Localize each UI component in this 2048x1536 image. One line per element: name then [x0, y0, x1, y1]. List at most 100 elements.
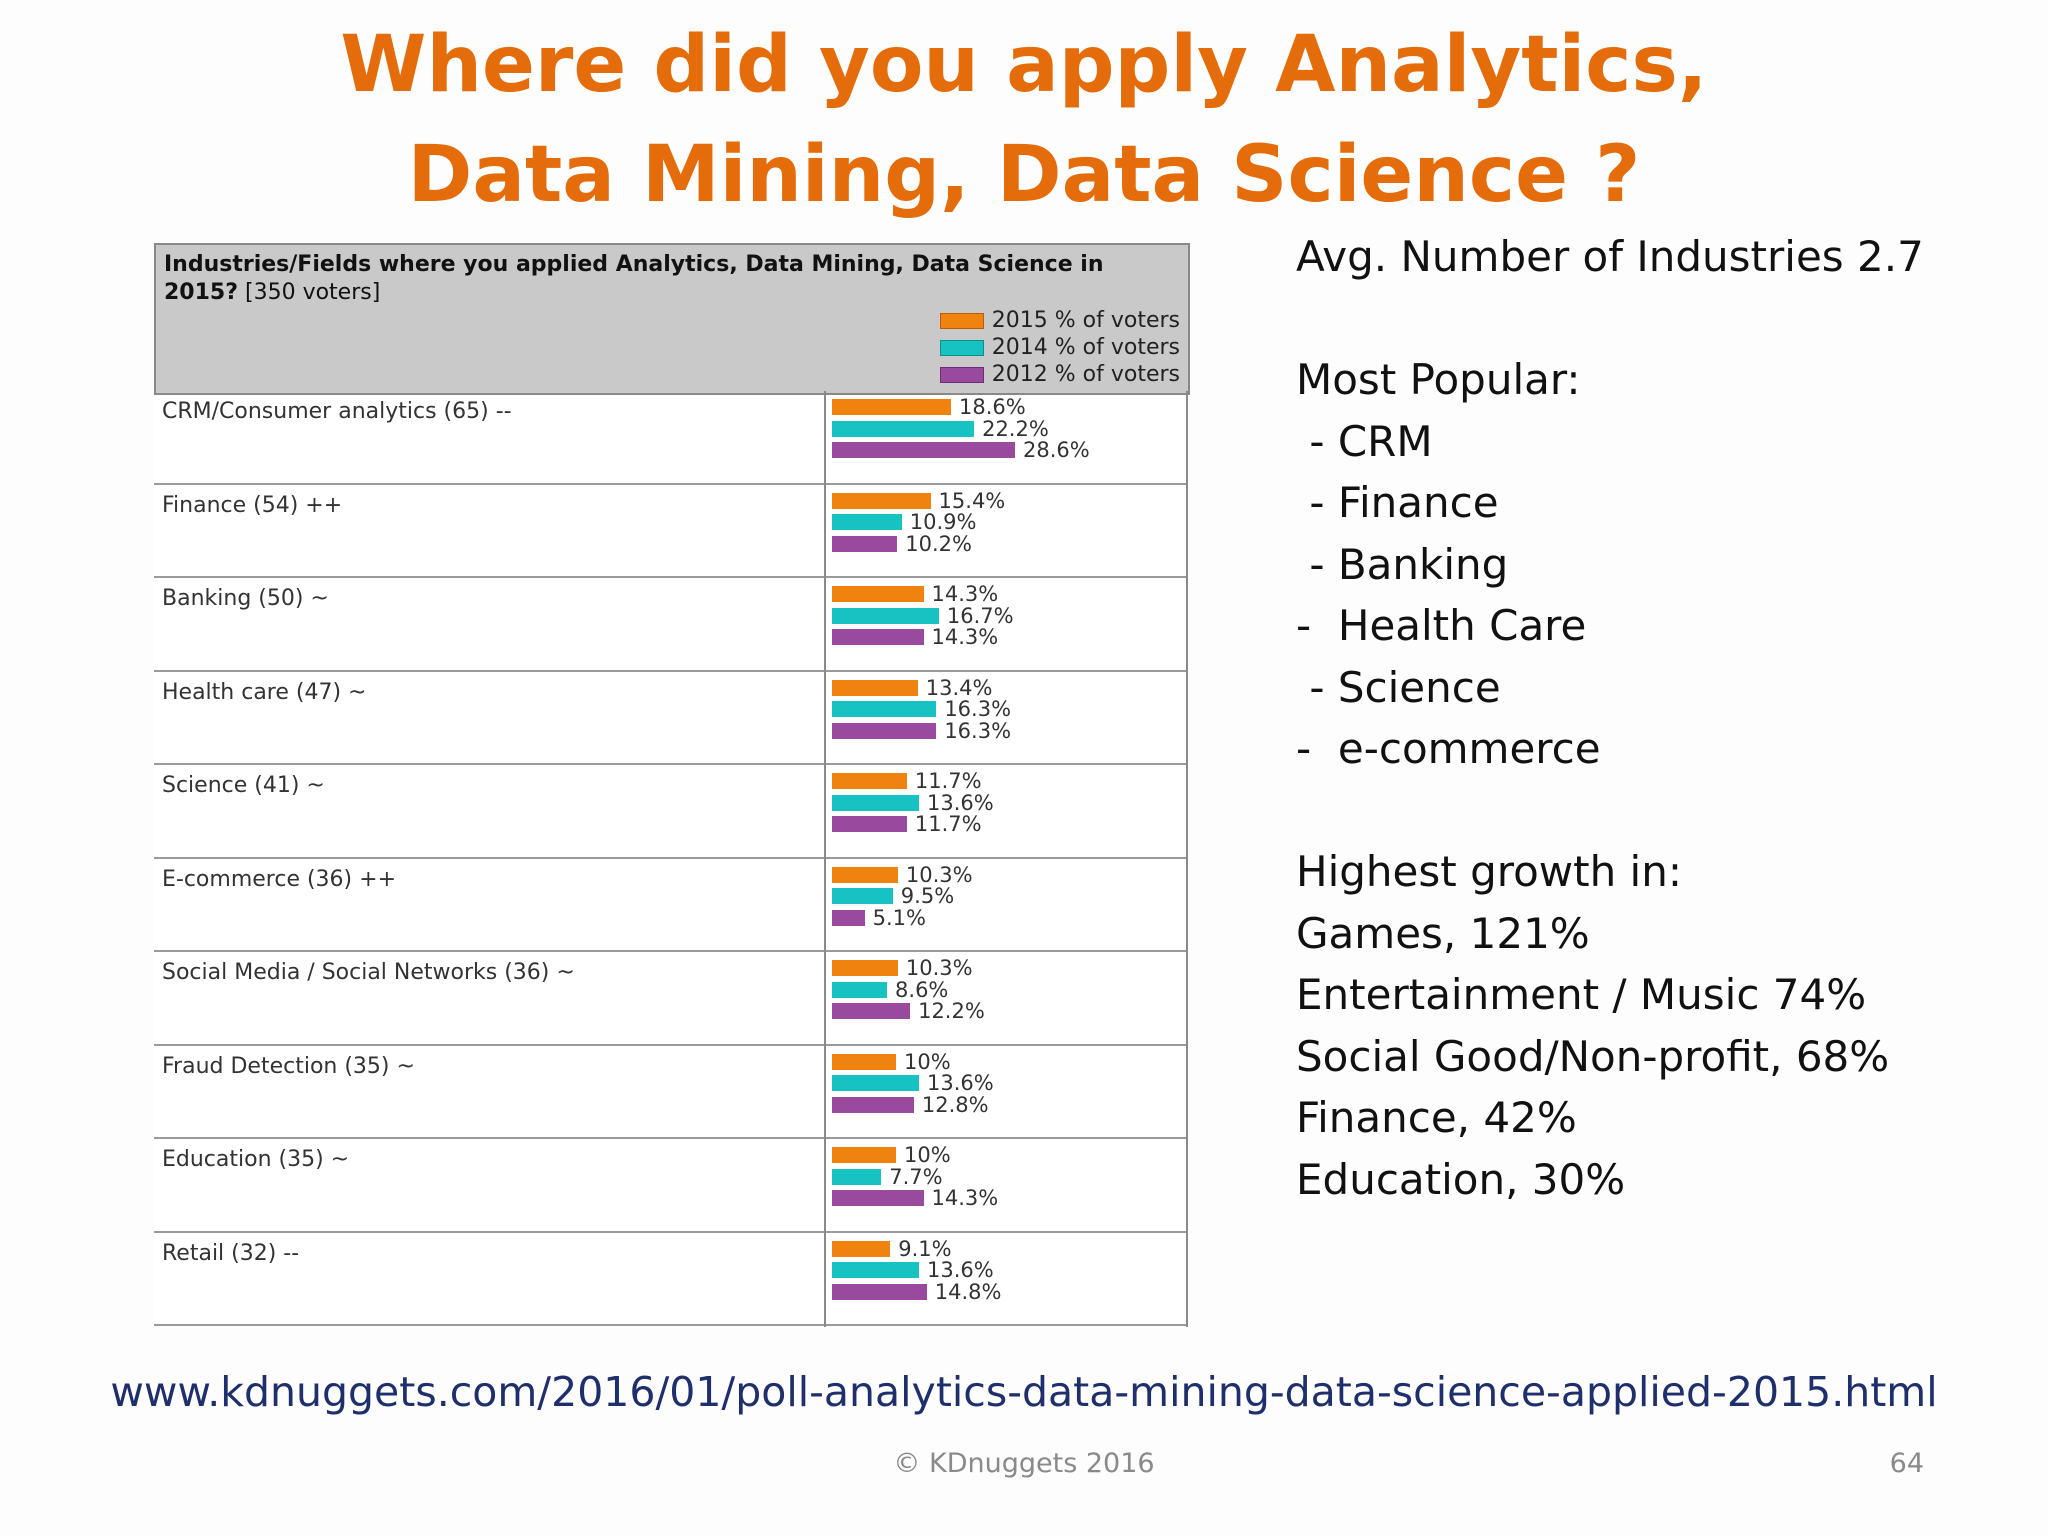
bar-value-label-2015: 13.4%	[925, 675, 993, 700]
bar-2015	[832, 586, 924, 602]
legend-item-2015: 2015 % of voters	[939, 307, 1180, 334]
bar-value-label-2012: 28.6%	[1023, 438, 1090, 462]
legend-swatch-2014	[939, 339, 984, 356]
bar-2015	[832, 1240, 891, 1257]
poll-chart: Industries/Fields where you applied Anal…	[154, 243, 1190, 1327]
chart-header: Industries/Fields where you applied Anal…	[154, 243, 1190, 395]
bar-2015	[832, 1053, 896, 1070]
popular-item: - Finance	[1296, 478, 1499, 527]
bar-value-label-2012: 14.8%	[934, 1279, 1002, 1304]
chart-column-divider	[824, 391, 826, 1327]
bar-value-label-2014: 16.7%	[946, 603, 1014, 628]
bar-2012	[832, 1190, 924, 1206]
popular-item: - Health Care	[1296, 601, 1587, 650]
bar-2012	[832, 442, 1016, 458]
copyright: © KDnuggets 2016	[893, 1448, 1155, 1479]
growth-item: Finance, 42%	[1296, 1093, 1577, 1142]
bar-2015	[832, 679, 918, 696]
bar-2015	[832, 492, 931, 509]
slide-title-line1: Where did you apply Analytics,	[340, 20, 1708, 110]
chart-right-border	[1186, 391, 1188, 1327]
source-url: www.kdnuggets.com/2016/01/poll-analytics…	[110, 1368, 1938, 1416]
legend-item-2012: 2012 % of voters	[939, 361, 1180, 388]
growth-item: Education, 30%	[1296, 1154, 1626, 1204]
bar-value-label-2012: 14.3%	[931, 1186, 999, 1210]
bar-value-label-2015: 11.7%	[914, 769, 982, 793]
bar-value-label-2012: 11.7%	[914, 812, 982, 836]
chart-row: E-commerce (36) ++ 10.3% 9.5% 5.1%	[154, 859, 1188, 952]
category-label: Education (35) ~	[162, 1147, 350, 1172]
legend-swatch-2012	[939, 366, 984, 383]
bar-value-label-2014: 8.6%	[895, 977, 949, 1002]
bar-2015	[832, 1147, 896, 1163]
bar-value-label-2015: 9.1%	[898, 1236, 952, 1261]
chart-row: Education (35) ~ 10% 7.7% 14.3%	[154, 1139, 1188, 1233]
bar-value-label-2014: 9.5%	[900, 884, 955, 908]
bar-2012	[832, 816, 907, 832]
bar-value-label-2014: 13.6%	[927, 1258, 994, 1282]
chart-title-bold: Industries/Fields where you applied Anal…	[164, 252, 1104, 305]
chart-row: Retail (32) -- 9.1% 13.6% 14.8%	[154, 1233, 1188, 1326]
chart-row: CRM/Consumer analytics (65) -- 18.6% 22.2%…	[154, 391, 1188, 485]
page-number: 64	[1889, 1448, 1924, 1479]
spacer	[1296, 288, 2016, 350]
category-label: E-commerce (36) ++	[162, 866, 396, 892]
bar-2012	[832, 1096, 914, 1113]
category-label: Banking (50) ~	[162, 586, 329, 611]
bar-value-label-2015: 10.3%	[905, 956, 973, 980]
side-notes: Avg. Number of Industries 2.7 Most Popul…	[1296, 226, 2016, 1210]
bar-value-label-2012: 5.1%	[872, 905, 926, 930]
slide-title-line2: Data Mining, Data Science ?	[407, 130, 1641, 220]
category-label: CRM/Consumer analytics (65) --	[162, 399, 512, 424]
bar-2012	[832, 629, 924, 645]
legend-item-2014: 2014 % of voters	[939, 334, 1180, 361]
bar-2015	[832, 960, 898, 976]
bar-2014	[832, 514, 902, 530]
chart-rows: CRM/Consumer analytics (65) -- 18.6% 22.2%…	[154, 391, 1188, 1326]
bar-value-label-2015: 15.4%	[938, 488, 1006, 513]
bar-value-label-2015: 14.3%	[931, 582, 999, 606]
bar-value-label-2015: 10%	[904, 1143, 951, 1167]
popular-item: - Banking	[1296, 539, 1509, 589]
bar-value-label-2015: 10.3%	[905, 862, 973, 887]
bar-2014	[832, 888, 893, 904]
category-label: Finance (54) ++	[162, 492, 343, 518]
chart-row: Banking (50) ~ 14.3% 16.7% 14.3%	[154, 578, 1188, 672]
bar-2014	[832, 1168, 882, 1185]
legend-label-2014: 2014 % of voters	[991, 335, 1180, 360]
category-label: Health care (47) ~	[162, 679, 367, 705]
chart-row: Health care (47) ~13.4% 16.3% 16.3%	[154, 672, 1188, 765]
bar-2015	[832, 399, 952, 415]
chart-row: Social Media / Social Networks (36) ~ 10.…	[154, 952, 1188, 1046]
bar-value-label-2014: 16.3%	[944, 697, 1012, 721]
chart-title: Industries/Fields where you applied Anal…	[164, 251, 1164, 307]
bar-value-label-2014: 7.7%	[889, 1164, 943, 1189]
bar-2012	[832, 1283, 927, 1300]
bar-value-label-2014: 10.9%	[909, 510, 977, 534]
bar-value-label-2015: 10%	[904, 1049, 951, 1074]
bar-value-label-2015: 18.6%	[959, 395, 1026, 419]
growth-item: Games, 121%	[1296, 908, 1590, 958]
bar-2014	[832, 607, 939, 624]
bar-2014	[832, 981, 888, 998]
popular-item: - e-commerce	[1296, 724, 1601, 773]
popular-item: - CRM	[1296, 416, 1433, 466]
legend-swatch-2015	[939, 312, 984, 329]
growth-item: Entertainment / Music 74%	[1296, 970, 1867, 1019]
bar-value-label-2012: 16.3%	[944, 718, 1012, 743]
bar-2014	[832, 794, 920, 811]
bar-2012	[832, 722, 937, 739]
category-label: Retail (32) --	[162, 1240, 300, 1266]
legend-label-2012: 2012 % of voters	[991, 362, 1180, 387]
chart-row: Science (41) ~ 11.7% 13.6% 11.7%	[154, 765, 1188, 859]
bar-value-label-2012: 10.2%	[905, 531, 972, 556]
bar-value-label-2014: 22.2%	[982, 416, 1049, 441]
bar-2014	[832, 1075, 920, 1091]
spacer	[1296, 780, 2016, 842]
bar-2015	[832, 866, 898, 883]
chart-legend: 2015 % of voters 2014 % of voters 2012 %…	[939, 307, 1180, 388]
bar-2012	[832, 535, 898, 552]
popular-heading: Most Popular:	[1296, 355, 1581, 404]
legend-label-2015: 2015 % of voters	[991, 308, 1180, 333]
bar-2015	[832, 773, 907, 789]
